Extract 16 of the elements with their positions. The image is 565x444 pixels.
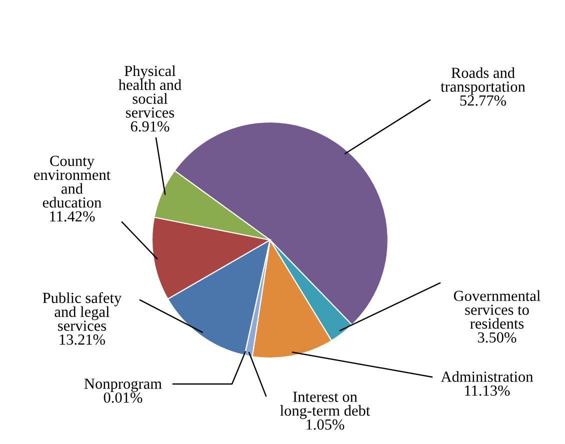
data-label: 13.21% <box>60 334 106 345</box>
slice-label: Physical health and social services <box>118 65 182 118</box>
data-label: 6.91% <box>130 121 170 132</box>
data-label: 11.13% <box>465 385 510 396</box>
data-label: 52.77% <box>460 95 506 106</box>
slice-label: Public safety and legal services <box>42 292 122 331</box>
data-label: 1.05% <box>306 419 344 430</box>
data-label: 0.01% <box>104 392 142 403</box>
slice-label: Interest on long-term debt <box>280 392 370 419</box>
slice-label: Governmental services to residents <box>454 290 540 329</box>
slice-label: County environment and education <box>34 156 111 208</box>
slice-label: Administration <box>440 371 534 382</box>
slice-label: Nonprogram <box>84 378 162 392</box>
slice-label: Roads and transportation <box>440 67 526 95</box>
data-label: 3.50% <box>478 332 516 343</box>
data-label: 11.42% <box>50 211 95 222</box>
